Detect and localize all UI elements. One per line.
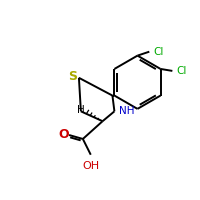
Text: Cl: Cl: [176, 66, 187, 76]
Text: OH: OH: [82, 161, 99, 171]
Text: NH: NH: [119, 106, 135, 116]
Text: S: S: [68, 70, 77, 83]
Text: O: O: [59, 128, 69, 141]
Text: Cl: Cl: [153, 47, 164, 57]
Text: H: H: [77, 105, 85, 115]
